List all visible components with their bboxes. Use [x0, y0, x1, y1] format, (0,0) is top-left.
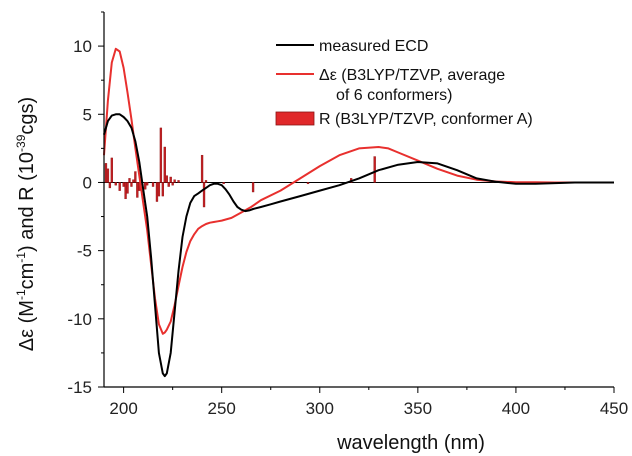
- y-tick-label: 10: [73, 37, 92, 56]
- y-tick-label: -10: [67, 310, 92, 329]
- x-tick-label: 350: [404, 399, 432, 418]
- r-bar: [251, 182, 255, 193]
- r-bar: [157, 182, 161, 197]
- r-bar: [202, 182, 206, 208]
- r-bar: [104, 163, 108, 183]
- r-bar: [151, 182, 155, 187]
- y-tick-label: 5: [83, 105, 92, 124]
- y-tick-label: -5: [77, 242, 92, 261]
- r-bar: [177, 180, 180, 183]
- y-tick-label: -15: [67, 378, 92, 397]
- r-bar: [167, 182, 170, 187]
- r-bar: [155, 182, 159, 202]
- r-bar: [204, 180, 208, 183]
- r-bar: [130, 182, 133, 187]
- r-bar: [171, 182, 174, 186]
- r-bar: [222, 182, 225, 185]
- series-line-calculated: [103, 47, 614, 335]
- x-axis-title: wavelength (nm): [336, 432, 485, 454]
- r-bars: [104, 127, 376, 208]
- r-bar: [159, 127, 163, 183]
- legend-label-calc-line1: Δε (B3LYP/TZVP, average: [319, 67, 505, 84]
- series-lines: [103, 47, 614, 378]
- x-tick-label: 200: [109, 399, 137, 418]
- r-bar: [163, 146, 166, 183]
- legend-label-measured: measured ECD: [319, 38, 428, 55]
- axes: [98, 11, 615, 393]
- r-bar: [114, 182, 117, 186]
- legend: measured ECD Δε (B3LYP/TZVP, average of …: [275, 38, 533, 128]
- y-tick-label: 0: [83, 173, 92, 192]
- legend-label-calc-line2: of 6 conformers): [336, 87, 452, 104]
- y-axis-title: Δε (M-1cm-1) and R (10-39cgs): [14, 97, 38, 351]
- r-bar: [128, 178, 131, 183]
- x-tick-label: 250: [208, 399, 236, 418]
- r-bar: [165, 175, 168, 183]
- r-bar: [146, 182, 149, 186]
- r-bar: [200, 154, 204, 183]
- x-tick-label: 300: [306, 399, 334, 418]
- r-bar: [373, 156, 376, 183]
- r-bar: [106, 168, 110, 183]
- r-bar: [136, 182, 139, 198]
- r-bar: [144, 182, 147, 190]
- tick-labels: 200 250 300 350 400 450 -15 -10 -5 0 5 10: [67, 37, 628, 418]
- x-tick-label: 450: [600, 399, 628, 418]
- r-bar: [108, 182, 112, 189]
- r-bar: [118, 182, 121, 191]
- series-line-measured: [103, 113, 614, 378]
- r-bar: [124, 182, 127, 200]
- r-bar: [132, 179, 135, 183]
- r-bar: [173, 179, 176, 183]
- r-bar: [126, 182, 129, 194]
- legend-label-bars: R (B3LYP/TZVP, conformer A): [319, 111, 533, 128]
- r-bar: [122, 182, 125, 187]
- x-tick-label: 400: [502, 399, 530, 418]
- r-bar: [161, 182, 164, 197]
- r-bar: [306, 182, 310, 185]
- legend-swatch-bars: [275, 111, 315, 126]
- r-bar: [169, 176, 172, 183]
- r-bar: [110, 157, 113, 183]
- r-bar: [134, 171, 137, 183]
